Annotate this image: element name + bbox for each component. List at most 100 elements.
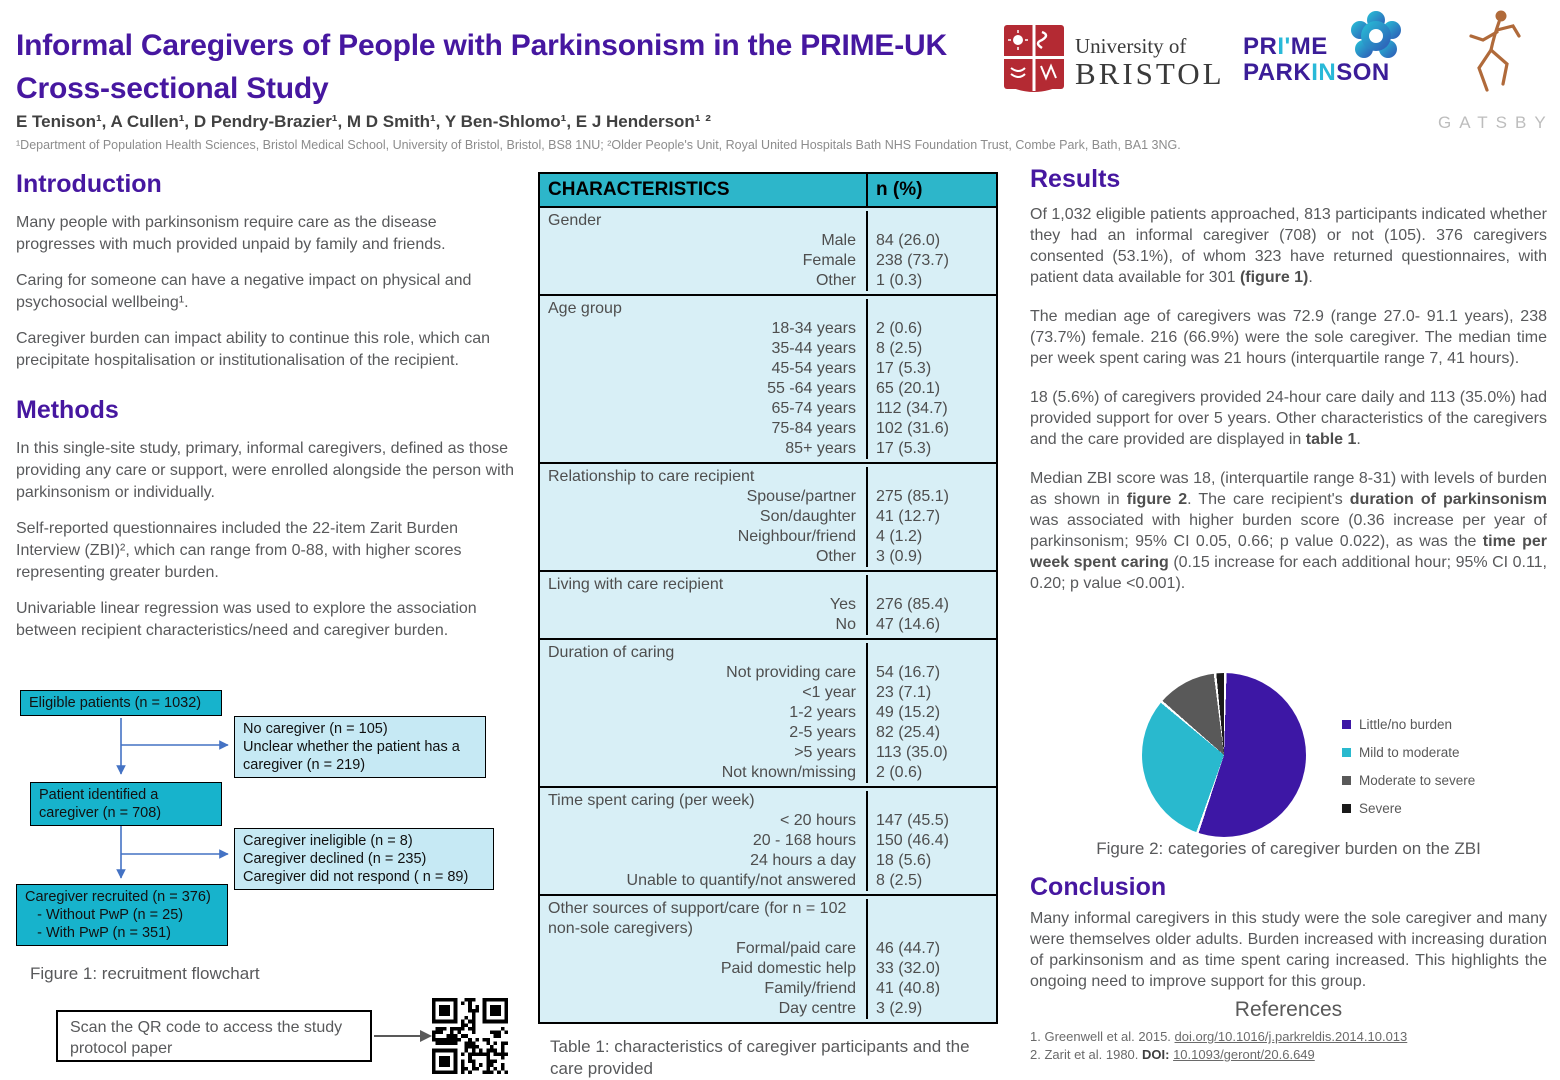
- table-cell-empty: [866, 299, 996, 319]
- table-section-label: Gender: [548, 212, 602, 229]
- table-cell-value: 18 (5.6): [866, 851, 996, 871]
- flowchart-box-eligible: Eligible patients (n = 1032): [20, 690, 222, 716]
- table-row-label: 55 -64 years: [767, 380, 856, 397]
- bristol-text-line1: University of: [1075, 33, 1187, 58]
- table-cell-value: 2 (0.6): [866, 763, 996, 783]
- legend-item: Little/no burden: [1342, 717, 1475, 732]
- introduction-heading: Introduction: [16, 170, 162, 198]
- authors-line: E Tenison¹, A Cullen¹, D Pendry-Brazier¹…: [16, 112, 711, 131]
- table-cell-value: 41 (40.8): [866, 979, 996, 999]
- references-section: References 1. Greenwell et al. 2015. doi…: [1030, 998, 1547, 1064]
- table-row-label: Other: [815, 548, 856, 565]
- gatsby-runner-icon: [1461, 10, 1525, 110]
- bristol-text-line2: BRISTOL: [1075, 55, 1225, 91]
- figure2-caption: Figure 2: categories of caregiver burden…: [1096, 839, 1481, 858]
- table-cell-empty: [866, 575, 996, 595]
- title-line-2: Cross-sectional Study: [16, 72, 329, 105]
- table-row-label: 24 hours a day: [750, 852, 856, 869]
- right-column: Results Of 1,032 eligible patients appro…: [1030, 165, 1547, 1080]
- table-cell-value: 4 (1.2): [866, 527, 996, 547]
- table-cell-value: 46 (44.7): [866, 939, 996, 959]
- table-cell-value: 112 (34.7): [866, 399, 996, 419]
- left-column: Introduction Many people with parkinsoni…: [16, 170, 516, 656]
- table-row-label: Yes: [829, 596, 856, 613]
- methods-heading: Methods: [16, 396, 119, 424]
- table-row-label: Family/friend: [764, 980, 856, 997]
- recruitment-flowchart: Eligible patients (n = 1032) No caregive…: [16, 688, 516, 980]
- university-of-bristol-logo: University of BRISTOL: [1003, 24, 1225, 99]
- legend-swatch-icon: [1342, 720, 1351, 729]
- reference-link[interactable]: doi.org/10.1016/j.parkreldis.2014.10.013: [1174, 1029, 1408, 1044]
- table-cell-value: 3 (2.9): [866, 999, 996, 1019]
- table-section: Living with care recipient Yes 276 (85.4) N…: [540, 570, 996, 638]
- table-row-label: Not providing care: [726, 664, 856, 681]
- table-cell-value: 33 (32.0): [866, 959, 996, 979]
- affiliations-line: ¹Department of Population Health Science…: [16, 138, 1181, 152]
- table-section-label: Time spent caring (per week): [548, 792, 755, 809]
- table-cell-value: 8 (2.5): [866, 871, 996, 891]
- gatsby-logo: GATSBY: [1438, 6, 1548, 133]
- legend-item: Mild to moderate: [1342, 745, 1475, 760]
- table-cell-value: 113 (35.0): [866, 743, 996, 763]
- conclusion-heading: Conclusion: [1030, 873, 1167, 901]
- table-row-label: Spouse/partner: [746, 488, 856, 505]
- table-cell-value: 102 (31.6): [866, 419, 996, 439]
- references-heading: References: [1234, 998, 1343, 1021]
- table-cell-value: 82 (25.4): [866, 723, 996, 743]
- legend-item: Severe: [1342, 801, 1475, 816]
- table-row-label: Not known/missing: [721, 764, 856, 781]
- reference-link[interactable]: 10.1093/geront/20.6.649: [1173, 1047, 1315, 1062]
- figure1-caption: Figure 1: recruitment flowchart: [30, 964, 260, 983]
- qr-code: [432, 998, 508, 1074]
- table-cell-value: 3 (0.9): [866, 547, 996, 567]
- table-row-label: 45-54 years: [771, 360, 857, 377]
- gatsby-wordmark: GATSBY: [1438, 113, 1554, 132]
- table-row-label: 1-2 years: [789, 704, 856, 721]
- table-cell-value: 49 (15.2): [866, 703, 996, 723]
- table-cell-value: 150 (46.4): [866, 831, 996, 851]
- table-cell-value: 84 (26.0): [866, 231, 996, 251]
- table-caption: Table 1: characteristics of caregiver pa…: [550, 1037, 970, 1078]
- zbi-pie-chart: [1142, 673, 1306, 837]
- table-body: Gender Male 84 (26.0) Female 238 (73.7) Other…: [538, 208, 998, 1024]
- qr-instruction-box: Scan the QR code to access the study pro…: [56, 1010, 372, 1062]
- table-section: Age group 18-34 years 2 (0.6) 35-44 years 8 …: [540, 294, 996, 462]
- table-cell-value: 17 (5.3): [866, 359, 996, 379]
- table-header-row: CHARACTERISTICS n (%): [538, 172, 998, 208]
- conclusion-paragraph: Many informal caregivers in this study w…: [1030, 910, 1547, 990]
- figure2-burden-pie: Little/no burden Mild to moderate Moderate…: [1030, 673, 1547, 841]
- title-line-1: Informal Caregivers of People with Parki…: [16, 29, 947, 62]
- table-section: Gender Male 84 (26.0) Female 238 (73.7) Other…: [540, 208, 996, 294]
- table-header-n-percent: n (%): [866, 174, 996, 206]
- table-row-label: Paid domestic help: [720, 960, 856, 977]
- table-cell-value: 238 (73.7): [866, 251, 996, 271]
- bristol-wordmark: University of BRISTOL: [1075, 34, 1225, 90]
- table-row-label: Other: [815, 272, 856, 289]
- introduction-paragraph: Caregiver burden can impact ability to c…: [16, 330, 491, 369]
- table-cell-value: 23 (7.1): [866, 683, 996, 703]
- table-row-label: 2-5 years: [789, 724, 856, 741]
- table-row-label: < 20 hours: [779, 812, 856, 829]
- table-row-label: <1 year: [802, 684, 856, 701]
- flowchart-box-recruited: Caregiver recruited (n = 376) - Without …: [16, 884, 228, 946]
- table-row-label: Day centre: [778, 1000, 856, 1017]
- table-section: Duration of caring Not providing care 54 (…: [540, 638, 996, 786]
- table-row-label: Son/daughter: [759, 508, 856, 525]
- methods-paragraph: Univariable linear regression was used t…: [16, 600, 477, 639]
- table-cell-value: 41 (12.7): [866, 507, 996, 527]
- table-cell-empty: [866, 643, 996, 663]
- table-cell-empty: [866, 467, 996, 487]
- table-section-label: Living with care recipient: [548, 576, 724, 593]
- table-cell-value: 17 (5.3): [866, 439, 996, 459]
- table-cell-value: 65 (20.1): [866, 379, 996, 399]
- results-heading: Results: [1030, 165, 1121, 193]
- results-paragraph-3: 18 (5.6%) of caregivers provided 24-hour…: [1030, 389, 1547, 448]
- introduction-paragraph: Many people with parkinsonism require ca…: [16, 214, 446, 253]
- table-row-label: Formal/paid care: [735, 940, 856, 957]
- table-row-label: No: [835, 616, 856, 633]
- table-section-label: Duration of caring: [548, 644, 675, 661]
- table-cell-value: 147 (45.5): [866, 811, 996, 831]
- qr-arrow-icon: [374, 1030, 432, 1042]
- table-row-label: 35-44 years: [771, 340, 857, 357]
- table-row-label: Female: [802, 252, 856, 269]
